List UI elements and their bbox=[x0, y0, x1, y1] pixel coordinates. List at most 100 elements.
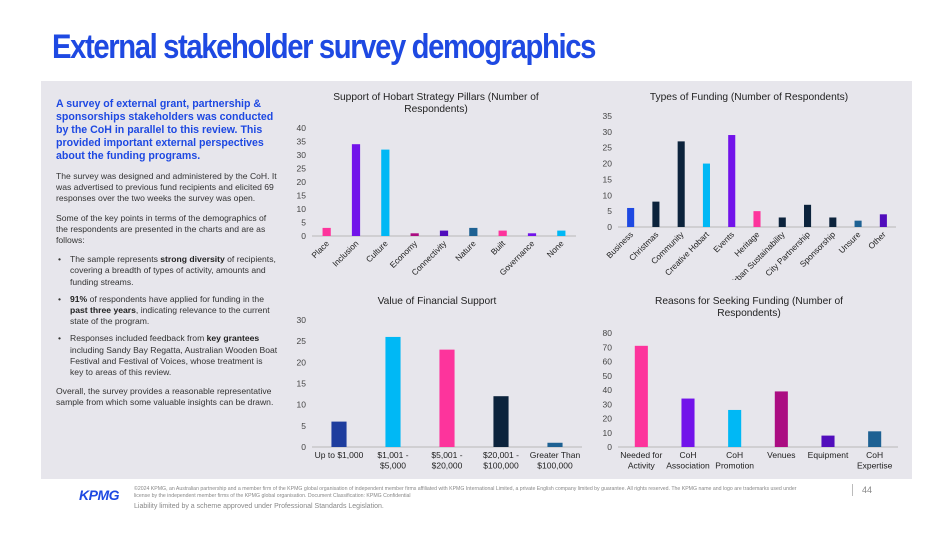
bullet-recency: 91% of respondents have applied for fund… bbox=[56, 294, 278, 328]
bar-culture bbox=[381, 149, 390, 236]
y-tick-label: 0 bbox=[607, 442, 612, 452]
bar-community bbox=[677, 141, 685, 227]
y-tick-label: 25 bbox=[297, 336, 307, 346]
x-tick-label: Creative Hobart bbox=[663, 229, 712, 278]
chart-plot: 0 5 10 15 20 25 30 Up to $1,000 $1,001 -$5,000 $5… bbox=[297, 315, 582, 471]
y-tick-label: 5 bbox=[301, 218, 306, 228]
bar-1-001-5-000 bbox=[385, 336, 401, 447]
chart-funding-types: Types of Funding (Number of Respondents)… bbox=[594, 90, 904, 280]
x-tick-label: Other bbox=[866, 229, 888, 251]
x-tick-label: Built bbox=[489, 238, 508, 257]
x-tick-label: Needed for Activity bbox=[620, 450, 662, 471]
bar-economy bbox=[410, 233, 419, 236]
key-points-list: The sample represents strong diversity o… bbox=[56, 254, 278, 378]
bar-connectivity bbox=[439, 230, 449, 236]
bar-sponsorship bbox=[829, 217, 837, 227]
chart-strategy-pillars: Support of Hobart Strategy Pillars (Numb… bbox=[286, 90, 586, 280]
y-tick-label: 30 bbox=[603, 399, 613, 409]
x-tick-label: $5,001 -$20,000 bbox=[431, 450, 462, 471]
liability-notice: Liability limited by a scheme approved u… bbox=[134, 503, 384, 510]
y-tick-label: 10 bbox=[603, 428, 613, 438]
x-tick-label: Up to $1,000 bbox=[315, 450, 364, 460]
y-tick-label: 10 bbox=[603, 190, 613, 200]
bar-business bbox=[627, 207, 635, 227]
x-tick-label: $20,001 -$100,000 bbox=[483, 450, 519, 471]
y-tick-label: 35 bbox=[297, 137, 307, 147]
chart-title: Value of Financial Support bbox=[377, 296, 497, 307]
y-tick-label: 70 bbox=[603, 342, 613, 352]
bar-other bbox=[879, 214, 887, 227]
x-tick-label: CoH Promotion bbox=[715, 450, 754, 471]
y-tick-label: 30 bbox=[297, 150, 307, 160]
page-title: External stakeholder survey demographics bbox=[52, 28, 596, 66]
bar-none bbox=[557, 230, 566, 236]
y-tick-label: 50 bbox=[603, 371, 613, 381]
page-number-divider bbox=[852, 484, 853, 496]
x-tick-label: Culture bbox=[364, 238, 390, 264]
bullet-grantees: Responses included feedback from key gra… bbox=[56, 333, 278, 378]
x-tick-label: Unsure bbox=[837, 229, 863, 255]
x-tick-label: Inclusion bbox=[330, 238, 360, 268]
kpmg-logo: KPMG bbox=[79, 487, 120, 503]
y-tick-label: 0 bbox=[301, 442, 306, 452]
y-tick-label: 5 bbox=[301, 421, 306, 431]
y-tick-label: 40 bbox=[603, 385, 613, 395]
bar-venues bbox=[774, 391, 788, 447]
summary-text: A survey of external grant, partnership … bbox=[56, 98, 278, 417]
y-tick-label: 10 bbox=[297, 400, 307, 410]
x-tick-label: $1,001 -$5,000 bbox=[377, 450, 408, 471]
chart-plot: 05101520253035BusinessChristmasCommunity… bbox=[603, 111, 896, 280]
x-tick-label: None bbox=[545, 238, 566, 259]
bar-events bbox=[728, 135, 736, 227]
bar-greater-than-100-000 bbox=[547, 442, 563, 447]
page-number: 44 bbox=[862, 485, 873, 495]
chart-funding-reasons: Reasons for Seeking Funding (Number of R… bbox=[594, 294, 904, 474]
y-tick-label: 30 bbox=[297, 315, 307, 325]
bar-creative-hobart bbox=[702, 163, 710, 227]
y-tick-label: 25 bbox=[603, 143, 613, 153]
bar-equipment bbox=[821, 435, 835, 447]
x-tick-label: Venues bbox=[767, 450, 795, 460]
bar-place bbox=[322, 227, 331, 236]
y-tick-label: 35 bbox=[603, 111, 613, 121]
bar-20-001-100-000 bbox=[493, 396, 509, 447]
bar-inclusion bbox=[351, 144, 361, 236]
paragraph-key-points: Some of the key points in terms of the d… bbox=[56, 212, 267, 246]
chart-financial-value: Value of Financial Support 0 5 10 15 20 25 30 U… bbox=[286, 294, 588, 474]
bar-nature bbox=[469, 227, 478, 236]
y-tick-label: 20 bbox=[297, 357, 307, 367]
bar-christmas bbox=[652, 201, 660, 227]
y-tick-label: 20 bbox=[297, 177, 307, 187]
bar-built bbox=[498, 230, 507, 236]
bar-unsure bbox=[854, 220, 862, 227]
bar-5-001-20-000 bbox=[439, 349, 455, 447]
bar-heritage bbox=[753, 211, 761, 227]
y-tick-label: 15 bbox=[297, 191, 307, 201]
y-tick-label: 80 bbox=[603, 328, 613, 338]
intro-text: A survey of external grant, partnership … bbox=[56, 98, 274, 162]
y-tick-label: 25 bbox=[297, 164, 307, 174]
chart-title: Types of Funding (Number of Respondents) bbox=[649, 92, 849, 103]
chart-title: Reasons for Seeking Funding (Number of R… bbox=[654, 296, 843, 319]
bar-up-to-1-000 bbox=[331, 421, 347, 447]
y-tick-label: 30 bbox=[603, 127, 613, 137]
bar-needed-for-activity bbox=[634, 345, 648, 447]
y-tick-label: 5 bbox=[607, 206, 612, 216]
y-tick-label: 0 bbox=[301, 231, 306, 241]
bullet-diversity: The sample represents strong diversity o… bbox=[56, 254, 278, 288]
y-tick-label: 15 bbox=[297, 379, 307, 389]
x-tick-label: Equipment bbox=[808, 450, 849, 460]
x-tick-label: Greater Than $100,000 bbox=[530, 450, 581, 471]
legal-notice: ©2024 KPMG, an Australian partnership an… bbox=[134, 486, 797, 499]
y-tick-label: 60 bbox=[603, 357, 613, 367]
paragraph-survey: The survey was designed and administered… bbox=[56, 171, 277, 204]
bar-coh-expertise bbox=[868, 431, 882, 447]
bar-coh-association bbox=[681, 398, 695, 447]
y-tick-label: 15 bbox=[603, 174, 613, 184]
x-tick-label: CoH Expertise bbox=[857, 450, 893, 471]
x-tick-label: Nature bbox=[453, 238, 478, 263]
y-tick-label: 20 bbox=[603, 159, 613, 169]
bar-city-partnership bbox=[804, 204, 812, 227]
